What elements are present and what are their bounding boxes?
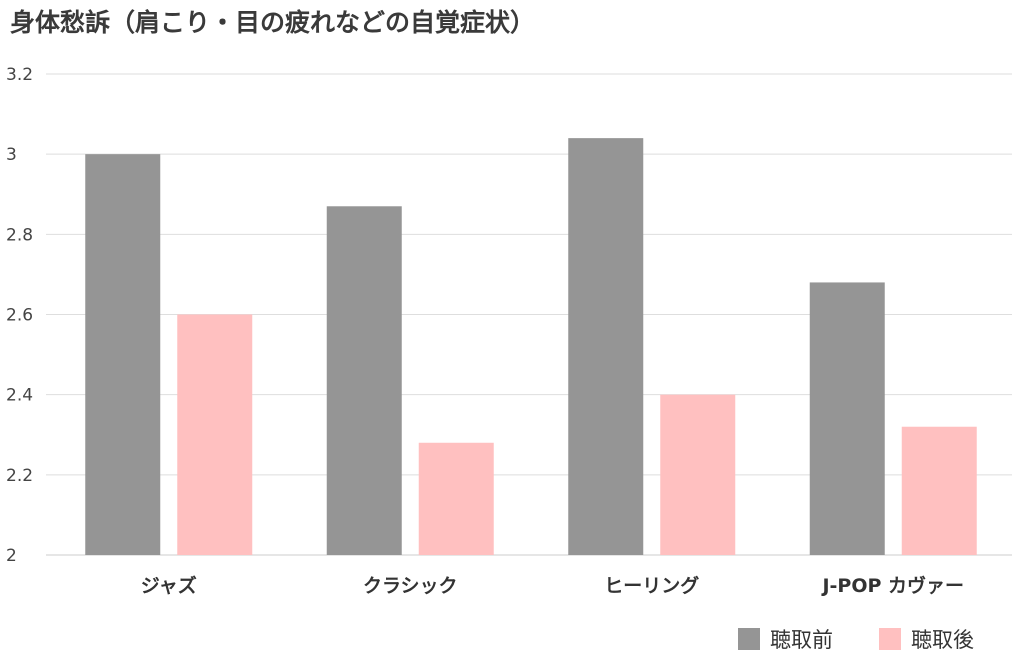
x-category-label: ヒーリング: [604, 574, 699, 597]
bar: [568, 138, 644, 555]
legend-swatch: [879, 628, 901, 650]
bar: [177, 314, 253, 555]
y-tick-label: 2: [6, 546, 17, 566]
bar: [660, 394, 736, 555]
bar: [85, 154, 161, 555]
y-tick-label: 3: [6, 145, 17, 165]
x-category-label: ジャズ: [141, 574, 197, 597]
bar: [326, 206, 402, 555]
bars: [85, 138, 977, 555]
legend: 聴取前 聴取後: [738, 628, 974, 652]
legend-swatch: [738, 628, 760, 650]
legend-label: 聴取後: [911, 628, 974, 652]
y-tick-label: 2.8: [6, 225, 33, 245]
y-tick-label: 2.4: [6, 386, 33, 406]
x-category-label: クラシック: [363, 575, 458, 597]
y-tick-label: 3.2: [6, 65, 33, 85]
y-tick-label: 2.6: [6, 306, 33, 326]
bar: [901, 426, 977, 555]
x-category-label: J-POP カヴァー: [820, 574, 964, 597]
chart-title: 身体愁訴（肩こり・目の疲れなどの自覚症状）: [10, 8, 536, 37]
y-tick-label: 2.2: [6, 466, 33, 486]
bar: [418, 442, 494, 555]
bar: [809, 282, 885, 555]
y-axis-ticks: 2 2.2 2.4 2.6 2.8 3 3.2: [6, 65, 33, 566]
legend-label: 聴取前: [770, 628, 833, 652]
x-axis-labels: ジャズ クラシック ヒーリング J-POP カヴァー: [141, 574, 964, 597]
